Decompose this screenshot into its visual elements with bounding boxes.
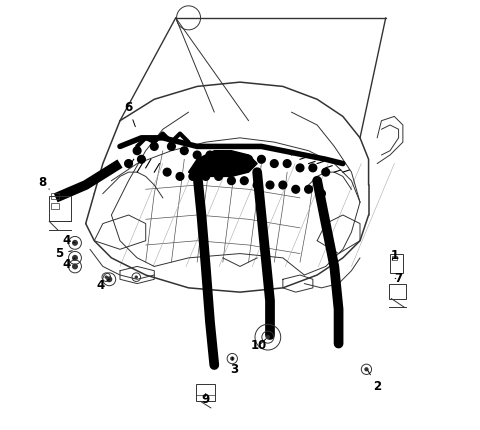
Text: 4: 4: [62, 234, 75, 247]
Circle shape: [72, 264, 78, 270]
Circle shape: [232, 155, 240, 163]
Circle shape: [266, 335, 270, 339]
Circle shape: [105, 276, 108, 279]
Bar: [196, 384, 215, 402]
Circle shape: [125, 160, 132, 167]
Circle shape: [266, 181, 274, 189]
Circle shape: [364, 367, 369, 372]
Circle shape: [72, 240, 78, 246]
Circle shape: [206, 151, 214, 159]
Circle shape: [168, 143, 175, 150]
Circle shape: [283, 160, 291, 167]
Text: 4: 4: [96, 279, 109, 292]
Text: 1: 1: [390, 249, 398, 262]
Circle shape: [202, 172, 210, 180]
Circle shape: [245, 155, 252, 163]
Circle shape: [138, 155, 145, 163]
Text: 2: 2: [368, 370, 381, 393]
Circle shape: [253, 181, 261, 189]
Circle shape: [133, 147, 141, 154]
Text: 5: 5: [55, 247, 72, 260]
Text: 7: 7: [395, 272, 403, 285]
Circle shape: [258, 155, 265, 163]
Circle shape: [176, 172, 184, 180]
Circle shape: [106, 276, 112, 282]
Text: 4: 4: [62, 258, 75, 271]
Circle shape: [322, 168, 330, 176]
Circle shape: [72, 255, 78, 261]
Bar: [51, 193, 59, 199]
Circle shape: [270, 160, 278, 167]
Circle shape: [279, 181, 287, 189]
Bar: [392, 256, 397, 260]
Circle shape: [193, 151, 201, 159]
Bar: [389, 283, 406, 298]
Circle shape: [150, 143, 158, 150]
Text: 9: 9: [202, 393, 210, 406]
Text: 6: 6: [124, 101, 135, 127]
Circle shape: [228, 177, 235, 184]
Circle shape: [309, 164, 317, 172]
Circle shape: [134, 276, 138, 279]
Text: 3: 3: [230, 357, 238, 376]
Circle shape: [230, 356, 234, 361]
Polygon shape: [189, 150, 257, 176]
Circle shape: [189, 172, 197, 180]
Circle shape: [163, 168, 171, 176]
Circle shape: [305, 185, 312, 193]
Circle shape: [180, 147, 188, 154]
Text: 8: 8: [38, 176, 49, 189]
Circle shape: [318, 190, 325, 197]
Circle shape: [215, 172, 222, 180]
Circle shape: [240, 177, 248, 184]
Bar: [390, 254, 403, 273]
Bar: [49, 196, 71, 221]
Bar: [51, 203, 59, 209]
Circle shape: [292, 185, 300, 193]
Circle shape: [219, 151, 227, 159]
Circle shape: [296, 164, 304, 172]
Text: 10: 10: [250, 339, 266, 352]
